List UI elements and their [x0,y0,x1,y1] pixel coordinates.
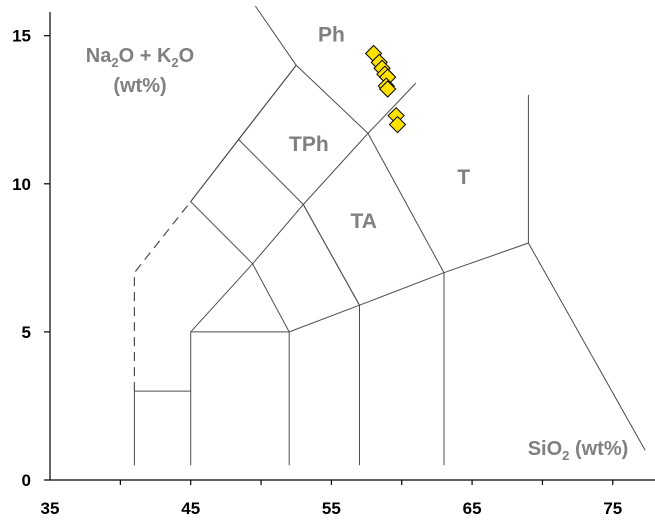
field-label-t: T [457,166,470,189]
y-tick-label: 5 [22,323,31,342]
field-boundary-6 [190,132,445,466]
x-tick-label: 75 [603,499,622,518]
field-boundary-2 [190,262,290,333]
x-tick-label: 45 [181,499,200,518]
x-axis-title: SiO2 (wt%) [528,438,629,463]
field-label-tph: TPh [289,133,329,156]
field-label-ph: Ph [318,24,345,47]
field-boundary-13 [133,201,192,392]
data-points [364,44,407,134]
field-boundary-10 [367,82,417,134]
axis-titles: Na2O + K2O (wt%) SiO2 (wt%) [86,45,628,463]
field-labels: Ph TPh TA T [289,24,470,234]
y-tick-label: 0 [22,471,31,490]
field-boundary-5 [302,204,360,306]
field-boundary-8 [238,64,297,140]
data-point [378,80,397,98]
y-axis-title-units: (wt%) [113,75,166,97]
y-tick-label: 15 [12,27,31,46]
x-tick-label: 35 [41,499,60,518]
field-boundary-7 [190,64,369,202]
y-tick-label: 10 [12,175,31,194]
field-boundary-4 [289,242,529,333]
field-boundary-12 [527,242,646,451]
field-label-ta: TA [351,210,377,233]
data-point [388,115,407,134]
field-boundary-1 [190,331,290,466]
x-tick-label: 55 [322,499,341,518]
field-boundary-9 [254,5,297,66]
field-boundary-3 [252,203,360,466]
x-tick-label: 65 [463,499,482,518]
y-axis-title: Na2O + K2O [86,45,194,70]
field-boundary-0 [133,390,192,466]
axes: 0 5 10 15 35 45 55 65 75 [12,12,655,518]
field-boundaries [133,5,646,466]
